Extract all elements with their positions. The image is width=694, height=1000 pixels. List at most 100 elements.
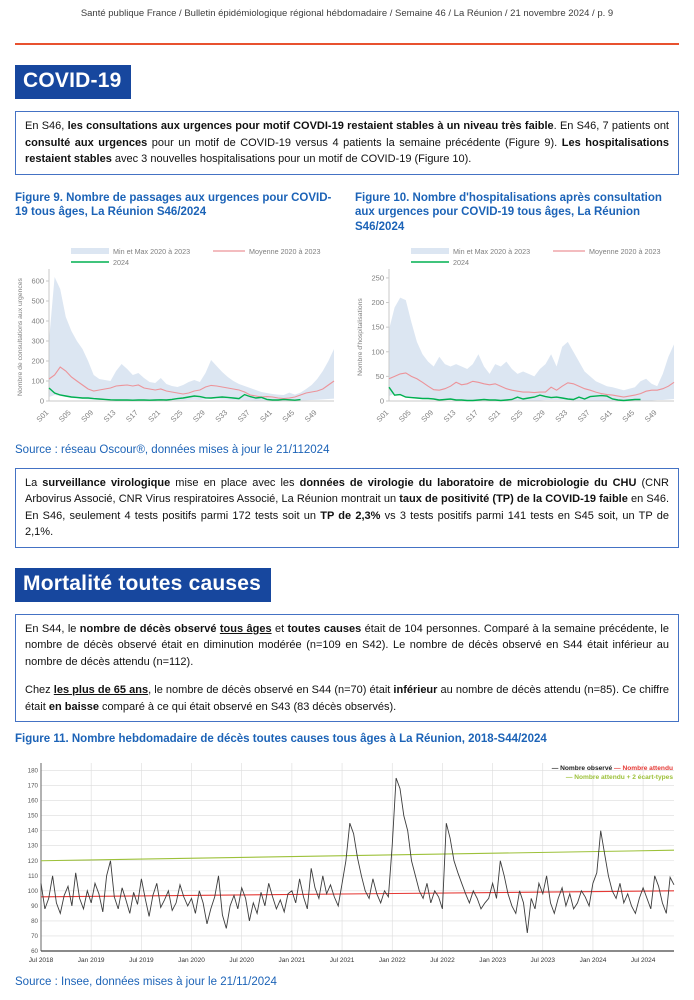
fig9-x-tick-label: S01 [35,408,51,424]
fig9-legend-2024-label: 2024 [113,258,129,267]
fig10-minmax-band [389,297,674,401]
fig9-x-tick-label: S21 [146,408,162,424]
fig11-x-tick-label: Jul 2024 [631,957,656,964]
mortality-paragraph-2: Chez les plus de 65 ans, le nombre de dé… [25,682,669,715]
fig10-x-tick-label: S37 [576,408,592,424]
fig11-svg: 60 70 80 90 100 110 120 130 140 150 160 170 180 Jul 2… [28,762,675,964]
source-oscour: Source : réseau Oscour®, données mises à… [15,443,330,456]
fig11-x-tick-label: Jan 2020 [178,957,205,964]
figure9-chart: 0 100 200 300 400 500 600 S01 S05 S09 S13 S17 S21 S25… [15,243,339,441]
header-divider [15,43,679,45]
fig9-y-tick-label: 600 [31,276,44,285]
text-segment: Chez [25,684,54,696]
text-segment: TP de 2,3% [320,509,381,522]
text-segment: . En S46, 7 patients ont [553,120,669,132]
text-segment: surveillance virologique [42,476,171,489]
fig10-x-tick-label: S13 [442,408,458,424]
text-segment: (CNR Arbovirus Associé, CNR Virus respir… [25,476,670,506]
fig9-x-tick-label: S41 [258,408,274,424]
fig11-legend-row1: — Nombre observé — Nombre attendu [552,765,673,772]
text-segment: les plus de 65 ans [53,684,149,696]
text-segment: données de virologie du laboratoire de m… [299,476,637,489]
virology-box: La surveillance virologique mise en plac… [15,467,679,548]
fig11-x-tick-label: Jan 2021 [279,957,306,964]
fig10-y-tick-label: 150 [371,322,384,331]
fig11-y-tick-label: 130 [28,843,39,850]
text-segment: , le nombre de décès observé en S44 (n=7… [148,684,394,696]
fig10-x-tick-label: S05 [397,408,413,424]
figure11-title: Figure 11. Nombre hebdomadaire de décès … [15,733,547,745]
figure10-chart: 0 50 100 150 200 250 S01 S05 S09 S13 S17 S21 S25 S29 S… [355,243,679,441]
fig11-y-tick-label: 60 [31,948,38,955]
text-segment: La [25,476,43,489]
fig10-y-tick-label: 100 [371,347,384,356]
fig10-y-axis-label: Nombre d'hospitalisations [357,297,364,375]
fig9-x-tick-label: S37 [236,408,252,424]
fig11-x-tick-label: Jan 2023 [479,957,506,964]
fig11-x-tick-label: Jul 2018 [29,957,54,964]
fig9-y-tick-label: 200 [31,356,44,365]
fig10-2024-line [388,386,641,401]
text-segment: inférieur [393,684,438,696]
figures-row: Figure 9. Nombre de passages aux urgence… [15,191,679,441]
fig11-x-tick-label: Jul 2023 [530,957,555,964]
text-segment: pour un motif de COVID-19 versus 4 patie… [147,136,562,149]
fig11-x-tick-label: Jan 2022 [379,957,406,964]
text-segment: en baisse [48,700,99,713]
text-segment: consulté aux urgences [25,136,148,149]
fig10-x-tick-label: S49 [643,408,659,424]
fig9-x-tick-label: S49 [303,408,319,424]
fig11-y-tick-label: 80 [31,918,38,925]
fig11-y-tick-label: 180 [28,767,39,774]
fig10-y-tick-label: 250 [371,273,384,282]
fig10-legend-mean-label: Moyenne 2020 à 2023 [589,247,661,256]
fig10-x-tick-label: S29 [531,408,547,424]
fig10-x-tick-label: S01 [375,408,391,424]
page-header: Santé publique France / Bulletin épidémi… [80,8,614,19]
fig11-observed-line [40,777,675,933]
fig9-2024-line [48,386,301,401]
text-segment: En S46, [25,120,68,132]
fig11-y-tick-label: 110 [28,873,38,880]
fig9-y-tick-label: 0 [40,396,44,405]
text-segment: les consultations aux urgences pour moti… [67,120,554,132]
fig10-x-tick-label: S45 [620,408,636,424]
fig11-y-tick-label: 160 [28,798,39,805]
text-segment: au nombre de décès attendu (n=85). Ce ch… [25,684,670,713]
fig11-legend-row2: — Nombre attendu + 2 écart-types [566,774,674,781]
fig10-y-tick-label: 50 [376,371,384,380]
covid-summary-box: En S46, les consultations aux urgences p… [15,111,679,175]
text-segment: vs 3 tests positifs parmi 141 tests en S… [25,509,669,539]
text-segment: comparé à ce qui était observé en S43 (8… [99,700,397,713]
fig10-x-tick-label: S17 [464,408,480,424]
text-segment: En S44, le [25,622,80,635]
fig9-y-tick-label: 500 [31,296,44,305]
fig10-legend-band-swatch [411,247,449,254]
fig9-x-tick-label: S25 [169,408,185,424]
fig10-legend-2024-label: 2024 [453,258,469,267]
fig11-y-tick-label: 70 [31,933,38,940]
fig11-x-tick-label: Jul 2021 [330,957,355,964]
fig10-y-tick-label: 0 [380,396,384,405]
fig9-legend-band-swatch [71,247,109,254]
fig10-svg: 0 50 100 150 200 250 S01 S05 S09 S13 S17 S21 S25 S29 S… [357,247,675,424]
mortality-paragraph-1: En S44, le nombre de décès observé tous … [25,621,669,671]
text-segment: et [271,622,288,635]
text-segment: toutes causes [287,622,362,635]
figure10-title: Figure 10. Nombre d'hospitalisations apr… [355,191,662,234]
fig10-mean-line [388,371,675,398]
fig11-attendu-line [40,890,675,898]
fig10-x-tick-label: S41 [598,408,614,424]
section-title-covid: COVID-19 [15,65,132,99]
section-title-mortality: Mortalité toutes causes [15,567,271,602]
fig9-minmax-band [49,276,334,401]
figure9-column: Figure 9. Nombre de passages aux urgence… [15,191,339,441]
fig11-y-tick-label: 170 [28,782,39,789]
figure10-column: Figure 10. Nombre d'hospitalisations apr… [355,191,679,441]
text-segment: en S46. En S46, seulement 4 tests positi… [25,493,669,522]
source-insee: Source : Insee, données mises à jour le … [15,975,277,988]
fig11-x-tick-label: Jul 2019 [129,957,154,964]
fig9-x-tick-label: S45 [280,408,296,424]
fig11-x-tick-label: Jul 2022 [430,957,455,964]
